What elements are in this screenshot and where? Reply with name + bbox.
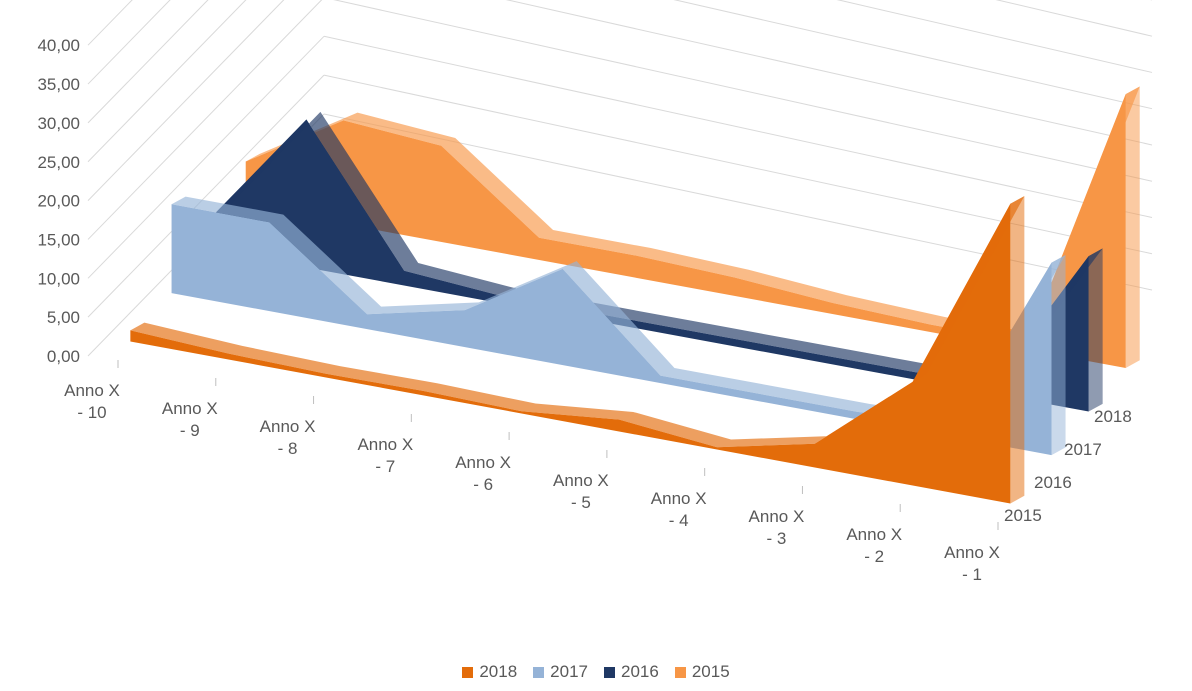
gridline-left xyxy=(88,0,324,123)
legend-label: 2017 xyxy=(550,662,588,682)
x-tick-label: Anno X- 10 xyxy=(64,381,120,422)
y-tick-label: 15,00 xyxy=(37,230,80,249)
area-cap-2018 xyxy=(1010,196,1024,503)
x-tick-label: Anno X- 2 xyxy=(846,525,902,566)
legend-item: 2018 xyxy=(462,662,517,682)
x-tick-label: Anno X- 6 xyxy=(455,453,511,494)
x-tick-label: Anno X- 7 xyxy=(357,435,413,476)
depth-label: 2017 xyxy=(1064,440,1102,459)
depth-label: 2016 xyxy=(1034,473,1072,492)
area-cap-2016 xyxy=(1089,248,1103,411)
area-cap-2015 xyxy=(1126,86,1140,368)
gridline-back xyxy=(324,0,1152,145)
x-tick-label: Anno X- 5 xyxy=(553,471,609,512)
area-cap-2017 xyxy=(1052,255,1066,455)
gridline-left xyxy=(88,0,324,84)
x-tick-label: Anno X- 4 xyxy=(651,489,707,530)
x-tick-label: Anno X- 8 xyxy=(260,417,316,458)
y-tick-label: 0,00 xyxy=(47,347,80,366)
y-tick-label: 35,00 xyxy=(37,75,80,94)
gridline-left xyxy=(88,0,324,45)
y-tick-label: 10,00 xyxy=(37,269,80,288)
y-tick-label: 25,00 xyxy=(37,153,80,172)
y-tick-label: 30,00 xyxy=(37,114,80,133)
x-tick-label: Anno X- 1 xyxy=(944,543,1000,584)
legend-label: 2015 xyxy=(692,662,730,682)
legend-item: 2016 xyxy=(604,662,659,682)
legend-label: 2018 xyxy=(479,662,517,682)
legend-swatch xyxy=(533,667,544,678)
x-tick-label: Anno X- 9 xyxy=(162,399,218,440)
gridline-back xyxy=(324,0,1152,109)
depth-label: 2018 xyxy=(1094,407,1132,426)
legend-swatch xyxy=(675,667,686,678)
gridline-back xyxy=(324,0,1152,72)
x-tick-label: Anno X- 3 xyxy=(749,507,805,548)
y-tick-label: 5,00 xyxy=(47,308,80,327)
legend: 2018 2017 2016 2015 xyxy=(0,662,1192,682)
y-tick-label: 20,00 xyxy=(37,192,80,211)
gridline-back xyxy=(324,0,1152,36)
legend-item: 2015 xyxy=(675,662,730,682)
y-tick-label: 40,00 xyxy=(37,36,80,55)
gridline-left xyxy=(88,0,324,162)
depth-label: 2015 xyxy=(1004,506,1042,525)
legend-item: 2017 xyxy=(533,662,588,682)
legend-label: 2016 xyxy=(621,662,659,682)
legend-swatch xyxy=(604,667,615,678)
legend-swatch xyxy=(462,667,473,678)
